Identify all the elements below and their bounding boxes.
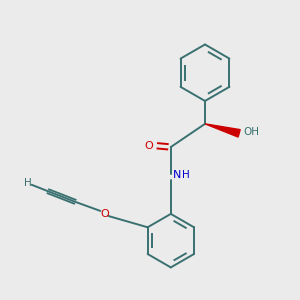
- Polygon shape: [205, 124, 240, 137]
- Text: H: H: [24, 178, 32, 188]
- Text: H: H: [182, 170, 190, 180]
- Text: O: O: [100, 209, 109, 219]
- Text: O: O: [145, 140, 154, 151]
- Text: OH: OH: [244, 127, 260, 137]
- Text: N: N: [173, 170, 181, 180]
